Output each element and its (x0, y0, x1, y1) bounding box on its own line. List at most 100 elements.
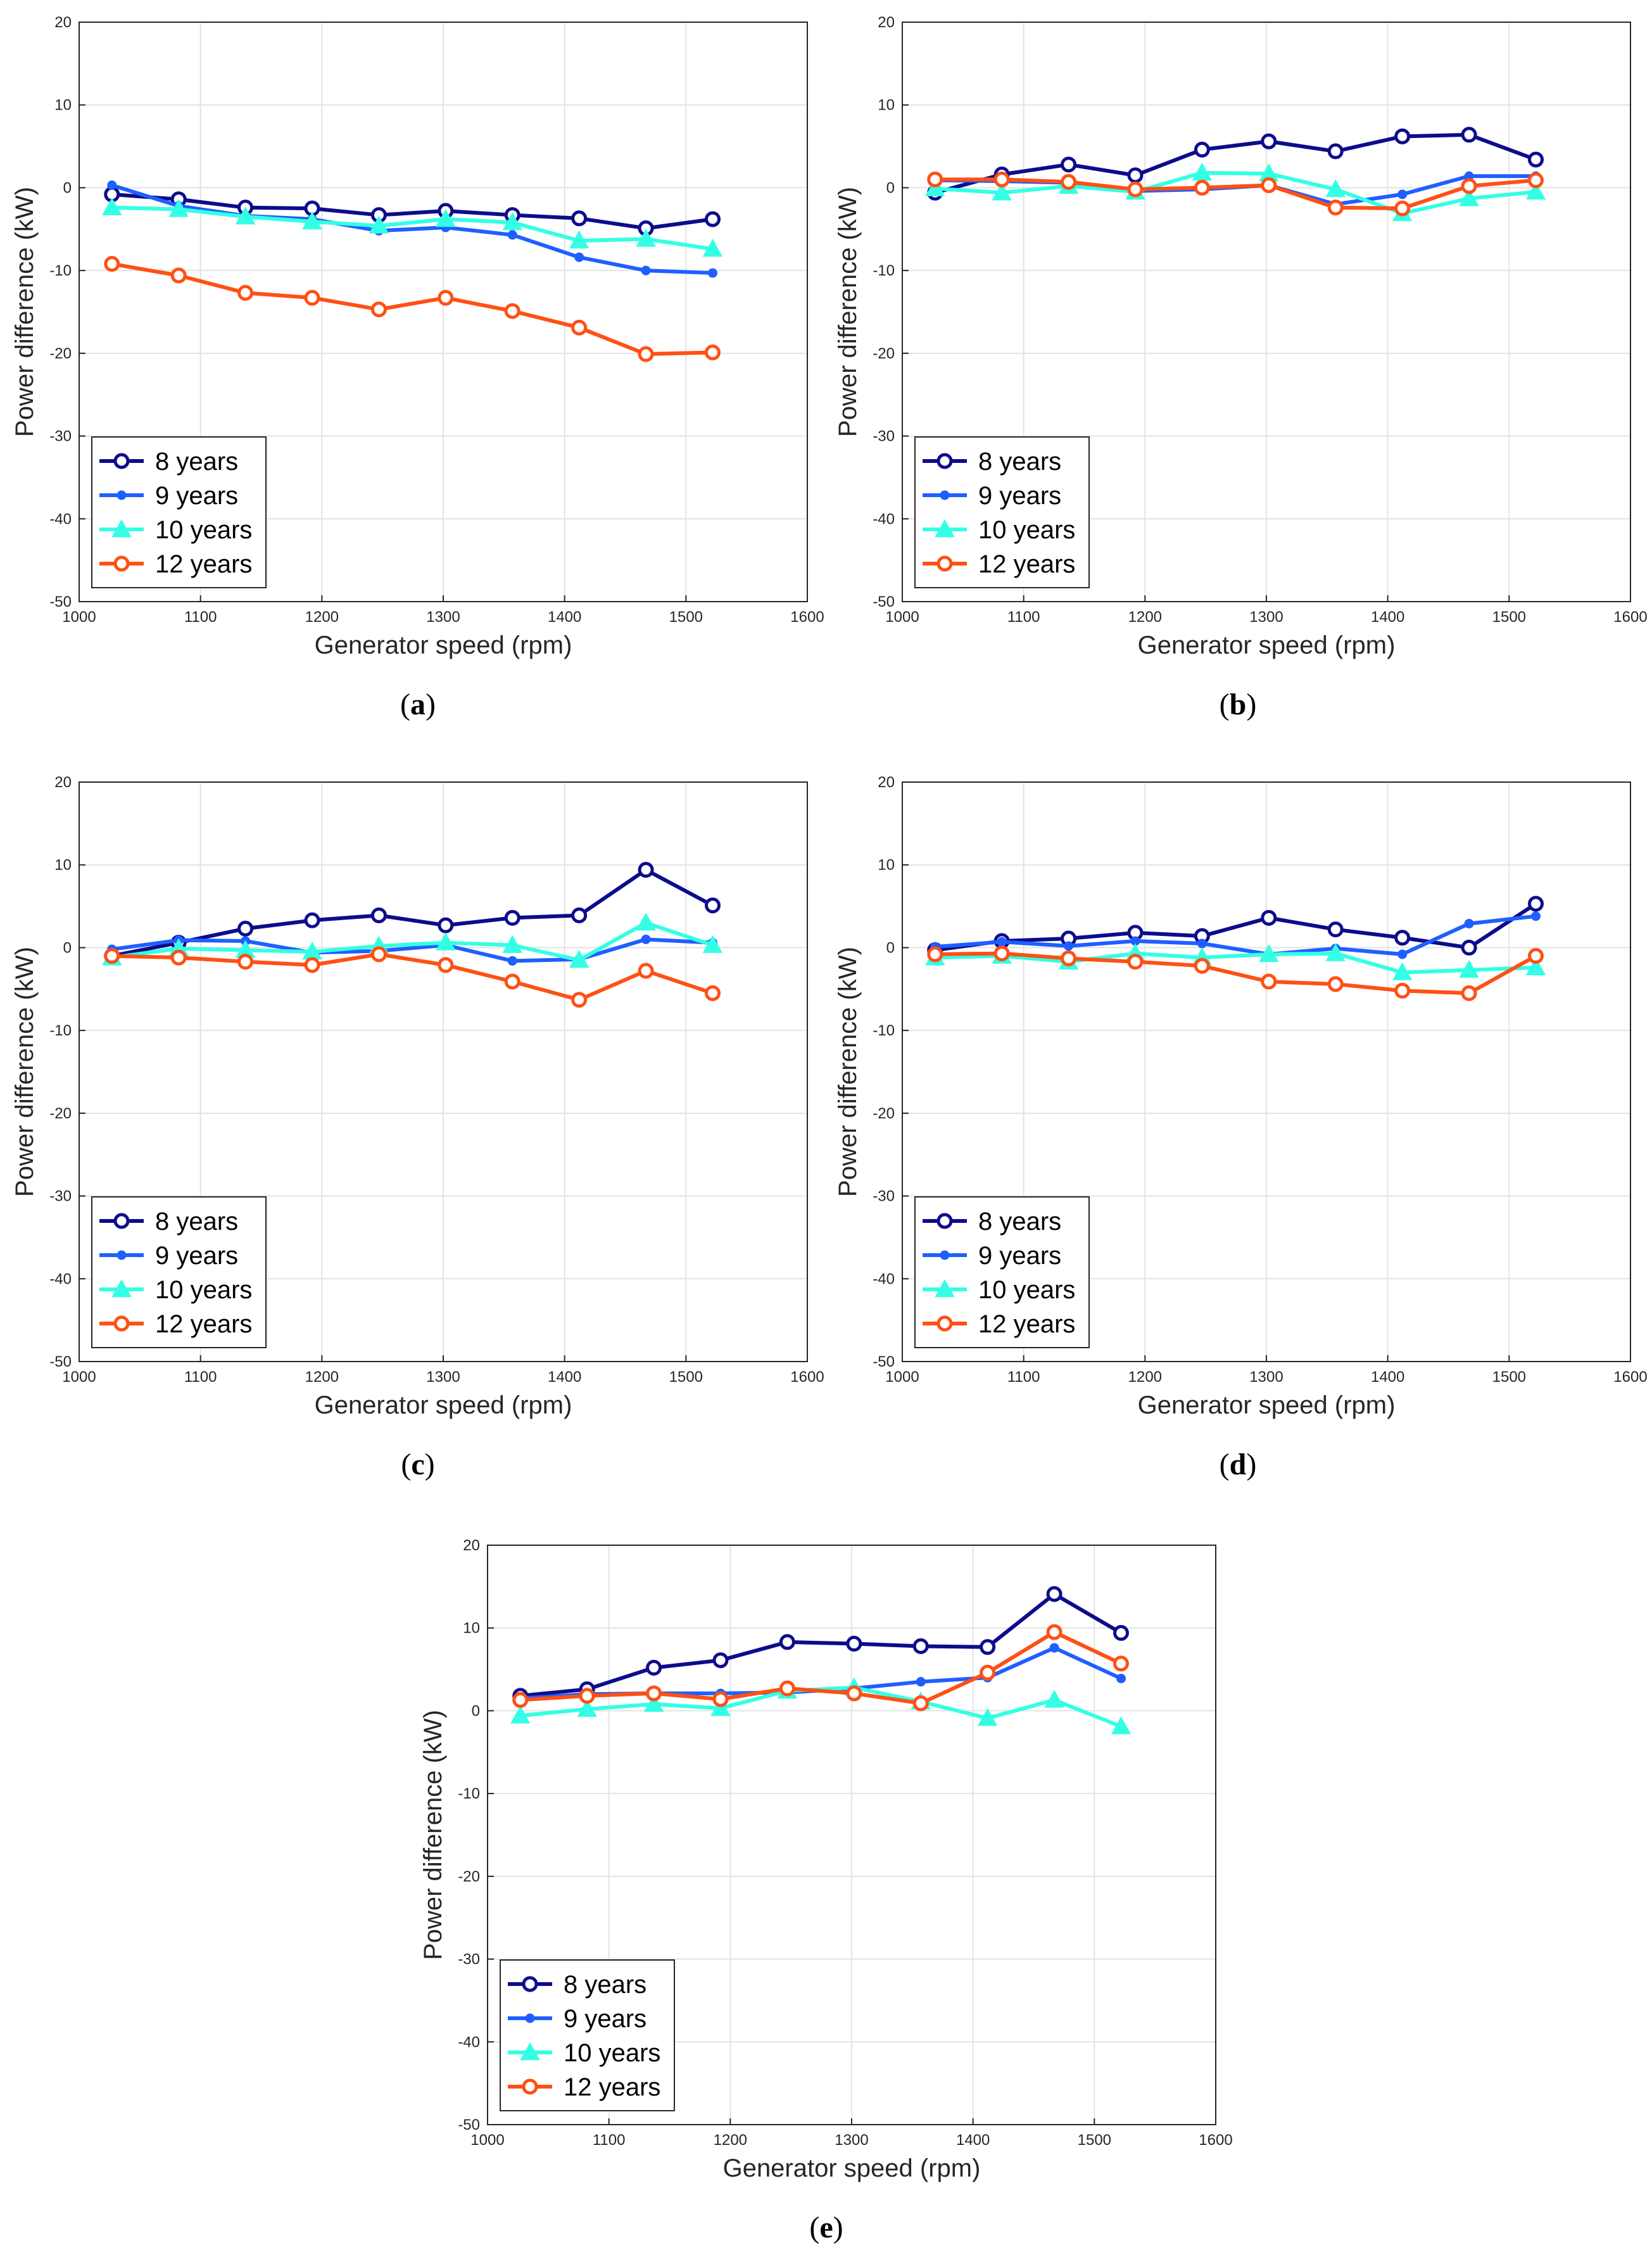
y-tick-label: 20 (878, 774, 895, 791)
legend-item: 9 years (923, 1242, 1061, 1270)
data-point (779, 1680, 795, 1697)
legend-marker (522, 1976, 538, 1992)
legend-marker (117, 1250, 127, 1260)
x-tick-label: 1300 (1249, 1369, 1283, 1386)
x-tick-label: 1400 (1371, 1369, 1404, 1386)
y-tick-label: -10 (873, 262, 895, 279)
data-point (980, 1664, 996, 1681)
y-tick-label: -20 (49, 345, 72, 362)
data-point (1127, 167, 1144, 184)
x-tick-label: 1300 (426, 609, 460, 626)
x-tick-label: 1100 (184, 1369, 217, 1386)
legend-label: 12 years (564, 2073, 660, 2101)
data-point (170, 267, 187, 284)
x-tick-label: 1000 (62, 1369, 96, 1386)
data-point (504, 303, 520, 319)
data-point (993, 171, 1010, 187)
legend-label: 12 years (978, 1310, 1075, 1338)
y-tick-label: -50 (458, 2116, 480, 2134)
y-tick-label: -40 (873, 510, 895, 528)
data-point (1394, 982, 1411, 999)
legend-marker (111, 519, 132, 538)
x-tick-label: 1400 (548, 609, 581, 626)
data-point (705, 345, 721, 361)
data-point (1116, 1673, 1126, 1683)
legend-item: 8 years (508, 1971, 646, 1999)
data-point (702, 239, 723, 257)
data-point (502, 212, 522, 231)
data-point (638, 862, 654, 878)
x-tick-label: 1400 (1371, 609, 1404, 626)
data-point (1397, 189, 1408, 199)
caption-a: (a) (400, 688, 436, 721)
legend-marker (935, 519, 955, 538)
legend-marker (111, 1279, 132, 1298)
data-point (1528, 151, 1544, 168)
x-tick-label: 1500 (1492, 609, 1526, 626)
data-point (370, 907, 387, 923)
legend-marker (113, 555, 130, 572)
data-point (1194, 179, 1210, 196)
x-axis-title: Generator speed (rpm) (1138, 1391, 1396, 1419)
axes-box (79, 22, 808, 602)
data-point (370, 946, 387, 963)
data-point (436, 932, 456, 951)
data-point (1464, 919, 1474, 929)
y-tick-label: -10 (49, 262, 72, 279)
series-8-years (512, 1586, 1129, 1704)
series-line (111, 921, 714, 963)
data-point (1397, 949, 1408, 959)
legend: 8 years 9 years 10 years 12 years (91, 1196, 267, 1348)
x-tick-label: 1300 (1249, 609, 1283, 626)
y-tick-label: 20 (878, 14, 895, 31)
legend-item: 8 years (923, 1208, 1061, 1236)
y-tick-label: -10 (873, 1022, 895, 1039)
legend-item: 10 years (923, 516, 1075, 544)
series-10-years (925, 162, 1546, 222)
legend-marker (117, 490, 127, 500)
legend-label: 9 years (564, 2005, 646, 2033)
axes-box (902, 22, 1631, 602)
data-point (1327, 199, 1344, 216)
data-point (1531, 911, 1541, 921)
y-tick-label: -20 (458, 1868, 480, 1885)
series-line (111, 937, 713, 963)
legend-marker (113, 1213, 130, 1229)
legend-marker (940, 1250, 950, 1260)
data-point (574, 252, 584, 262)
legend-marker (936, 453, 953, 469)
data-point (1261, 909, 1277, 926)
data-point (507, 230, 517, 240)
legend-label: 10 years (155, 1276, 252, 1304)
series-10-years (102, 197, 723, 257)
legend-item: 10 years (99, 516, 252, 544)
data-point (502, 935, 522, 953)
series-12-years (927, 171, 1544, 217)
legend-label: 9 years (155, 1242, 238, 1270)
y-tick-label: -20 (873, 345, 895, 362)
data-point (641, 265, 651, 275)
x-tick-label: 1600 (1199, 2132, 1232, 2149)
legend-item: 9 years (99, 482, 238, 510)
series-12-years (512, 1624, 1129, 1712)
data-point (641, 934, 651, 944)
data-point (925, 178, 945, 196)
series-line (111, 868, 714, 958)
data-point (1461, 939, 1477, 956)
data-point (1461, 127, 1477, 143)
x-tick-label: 1100 (593, 2132, 626, 2149)
x-tick-label: 1500 (1078, 2132, 1111, 2149)
legend-item: 10 years (99, 1276, 252, 1304)
x-tick-label: 1600 (1613, 609, 1647, 626)
x-tick-label: 1100 (1007, 609, 1040, 626)
data-point (1525, 957, 1546, 975)
data-point (846, 1685, 862, 1702)
y-tick-label: -30 (49, 1188, 72, 1205)
data-point (1459, 188, 1479, 206)
x-tick-label: 1600 (790, 1369, 824, 1386)
series-line (935, 170, 1536, 215)
data-point (710, 1698, 731, 1716)
legend: 8 years 9 years 10 years 12 years (914, 436, 1090, 588)
data-point (1113, 1625, 1129, 1641)
data-point (912, 1695, 929, 1712)
